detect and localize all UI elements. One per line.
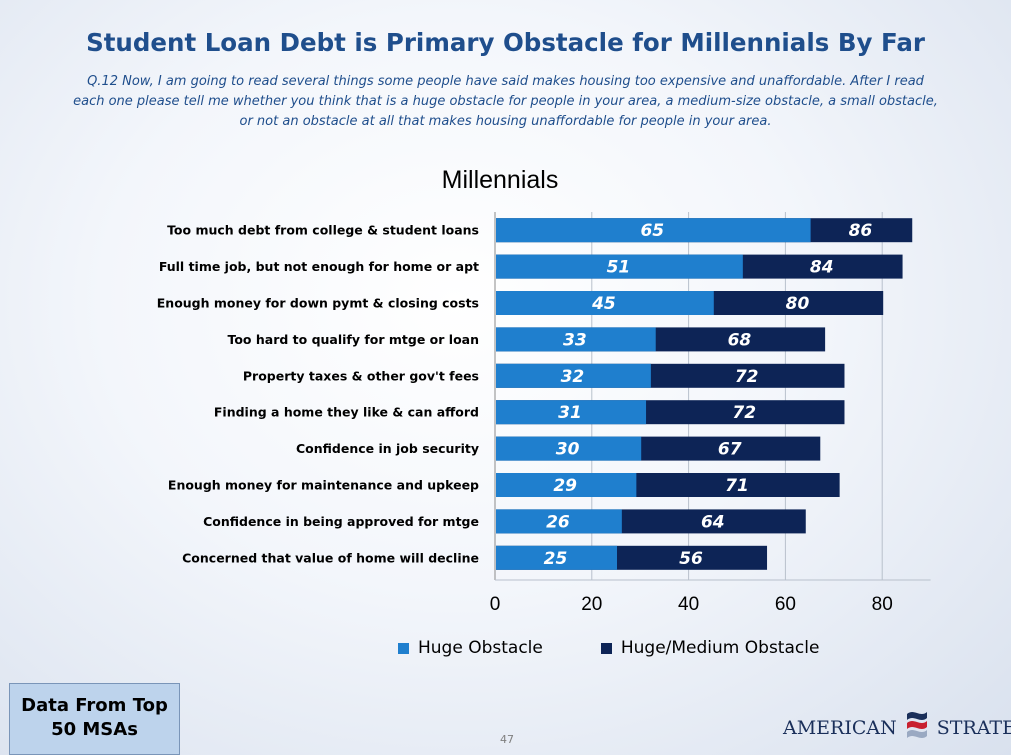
legend-swatch-huge (398, 642, 409, 654)
data-label-huge: 25 (544, 549, 568, 569)
legend-label-huge: Huge Obstacle (418, 638, 543, 658)
data-source-line: 50 MSAs (51, 719, 138, 740)
slide-title: Student Loan Debt is Primary Obstacle fo… (86, 28, 925, 57)
question-line: Q.12 Now, I am going to read several thi… (87, 74, 924, 89)
data-label-huge-medium: 72 (735, 367, 759, 387)
category-label: Too hard to qualify for mtge or loan (227, 332, 479, 347)
bar-huge (496, 363, 651, 388)
category-label: Enough money for down pymt & closing cos… (157, 296, 479, 311)
legend-swatch-huge-medium (600, 642, 612, 654)
legend-item-huge-medium: Huge/Medium Obstacle (600, 638, 820, 658)
flag-icon (904, 708, 930, 749)
logo-text-left: AMERICAN (783, 717, 897, 739)
data-source-box: Data From Top 50 MSAs (9, 683, 180, 755)
question-line: or not an obstacle at all that makes hou… (239, 114, 772, 129)
question-line: each one please tell me whether you thin… (73, 94, 938, 109)
data-label-huge-medium: 71 (725, 476, 749, 496)
category-label: Too much debt from college & student loa… (167, 223, 479, 238)
category-label: Enough money for maintenance and upkeep (168, 478, 479, 493)
category-label: Confidence in being approved for mtge (203, 514, 479, 529)
data-label-huge: 31 (558, 403, 582, 423)
chart-legend: Huge Obstacle Huge/Medium Obstacle (398, 638, 877, 658)
category-label: Property taxes & other gov't fees (243, 368, 479, 383)
bar-huge (496, 473, 637, 497)
x-tick-label: 40 (678, 594, 699, 615)
company-logo: AMERICAN STRATEGI (783, 708, 1011, 748)
data-label-huge: 30 (556, 440, 580, 460)
chart-title: Millennials (441, 166, 559, 194)
x-tick-label: 80 (872, 594, 893, 615)
legend-item-huge: Huge Obstacle (398, 638, 543, 658)
data-label-huge-medium: 72 (732, 403, 756, 423)
category-label: Confidence in job security (296, 441, 479, 456)
legend-label-huge-medium: Huge/Medium Obstacle (620, 638, 820, 658)
page-number: 47 (500, 733, 514, 746)
bar-huge (496, 254, 743, 279)
data-label-huge: 26 (546, 512, 570, 532)
data-label-huge-medium: 56 (679, 549, 703, 569)
data-label-huge-medium: 67 (718, 440, 742, 460)
bar-huge (496, 327, 656, 352)
category-label: Concerned that value of home will declin… (182, 550, 479, 565)
logo-text-right: STRATEGI (936, 717, 1011, 739)
bar-huge (496, 218, 811, 243)
bar-huge (496, 509, 622, 534)
bar-huge (496, 291, 714, 315)
data-label-huge-medium: 80 (786, 294, 810, 314)
category-label: Finding a home they like & can afford (214, 405, 479, 420)
data-label-huge: 33 (563, 330, 587, 350)
data-label-huge: 45 (591, 294, 616, 314)
bar-huge (496, 545, 617, 570)
bar-huge (496, 400, 647, 425)
data-source-line: Data From Top (21, 695, 168, 716)
question-text: Q.12 Now, I am going to read several thi… (4, 72, 1007, 132)
data-label-huge: 29 (553, 476, 577, 496)
data-label-huge: 32 (561, 367, 585, 387)
category-label: Full time job, but not enough for home o… (159, 259, 479, 274)
bar-huge (496, 436, 642, 461)
x-tick-label: 20 (581, 594, 602, 615)
data-label-huge-medium: 86 (849, 221, 873, 241)
data-label-huge-medium: 68 (728, 330, 752, 350)
x-tick-label: 60 (775, 594, 796, 615)
data-label-huge: 51 (607, 258, 631, 278)
x-tick-label: 0 (490, 594, 501, 615)
data-label-huge-medium: 84 (810, 258, 834, 278)
data-label-huge-medium: 64 (701, 512, 725, 532)
data-label-huge: 65 (640, 221, 664, 241)
